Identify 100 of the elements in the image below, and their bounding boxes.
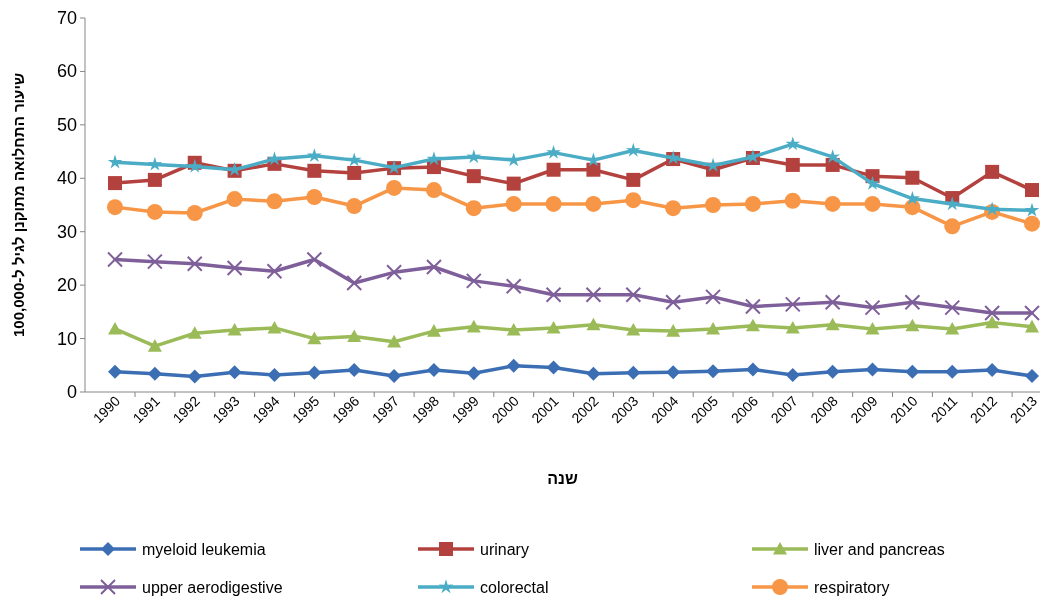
point (387, 368, 402, 383)
legend-label: respiratory (814, 579, 890, 596)
point (465, 200, 482, 217)
point (1025, 319, 1039, 333)
point (625, 192, 642, 209)
point (505, 278, 522, 295)
point (227, 323, 242, 336)
point (186, 255, 203, 272)
legend-label: myeloid leukemia (142, 541, 266, 558)
point (905, 170, 920, 185)
point (985, 164, 1000, 179)
y-tick-label: 40 (56, 168, 77, 189)
point (546, 360, 561, 375)
point (465, 272, 482, 289)
point (146, 253, 163, 270)
point (267, 367, 282, 382)
point (387, 334, 402, 348)
point (306, 188, 323, 205)
point (865, 175, 880, 190)
point (147, 172, 162, 187)
point (107, 199, 123, 216)
point (666, 365, 681, 380)
point (785, 367, 800, 382)
point (785, 157, 800, 172)
point (985, 315, 1000, 329)
point (706, 364, 721, 379)
point (864, 195, 881, 212)
point (227, 365, 242, 380)
point (985, 363, 1000, 378)
point (147, 156, 163, 171)
point (905, 318, 920, 332)
point (506, 323, 521, 336)
point (585, 286, 602, 303)
point (546, 144, 561, 159)
point (346, 152, 362, 167)
point (944, 218, 961, 235)
point (307, 163, 322, 178)
point (546, 320, 561, 334)
point (825, 364, 840, 379)
point (744, 298, 761, 315)
point (784, 296, 801, 313)
point (186, 205, 203, 222)
point (108, 364, 122, 379)
point (466, 319, 481, 333)
point (825, 317, 840, 331)
point (466, 169, 481, 184)
point (266, 193, 283, 210)
point (307, 331, 322, 345)
point (466, 149, 482, 164)
point (1024, 304, 1040, 321)
point (307, 148, 322, 163)
point (107, 251, 123, 268)
point (426, 324, 441, 337)
point (1024, 215, 1040, 232)
point (586, 162, 601, 177)
y-axis-title: שיעור התחלואה מתוקנן לגיל ל-100,000 (10, 73, 27, 337)
y-tick-label: 70 (56, 8, 77, 28)
legend-label: liver and pancreas (814, 541, 945, 558)
point (944, 196, 960, 211)
point (187, 326, 202, 339)
point (505, 195, 522, 212)
point (744, 195, 761, 212)
y-tick-label: 30 (56, 221, 77, 242)
y-tick-label: 0 (66, 382, 77, 402)
point (425, 182, 442, 199)
point (386, 264, 403, 281)
point (665, 200, 682, 217)
point (585, 195, 602, 212)
point (944, 299, 961, 316)
point (347, 165, 362, 180)
point (865, 362, 880, 377)
point (586, 366, 601, 381)
point (904, 294, 921, 311)
point (425, 258, 442, 275)
y-tick-label: 20 (56, 275, 77, 296)
point (626, 365, 641, 380)
point (506, 358, 521, 373)
point (346, 198, 363, 215)
point (625, 142, 641, 157)
point (905, 364, 920, 379)
x-axis-title: שנה (547, 470, 578, 487)
point (346, 275, 363, 292)
point (625, 286, 642, 303)
point (705, 197, 722, 213)
point (266, 263, 283, 280)
legend-label: colorectal (480, 579, 549, 596)
point (1025, 368, 1039, 383)
point (945, 321, 960, 335)
point (824, 294, 841, 311)
point (784, 192, 801, 209)
point (347, 363, 362, 378)
point (626, 172, 641, 187)
point (1025, 183, 1039, 198)
point (546, 162, 561, 177)
y-tick-label: 10 (56, 328, 77, 349)
point (386, 179, 403, 196)
point (984, 304, 1001, 321)
point (864, 299, 881, 316)
point (226, 260, 243, 277)
point (506, 176, 521, 191)
